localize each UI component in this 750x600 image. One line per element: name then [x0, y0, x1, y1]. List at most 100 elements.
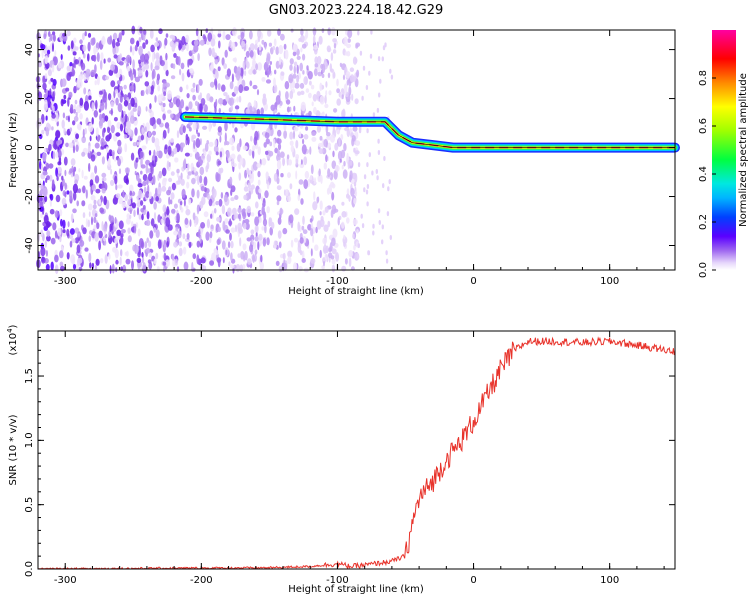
noise-speckle	[243, 86, 250, 91]
noise-speckle	[96, 47, 99, 53]
noise-speckle	[312, 234, 315, 244]
noise-speckle	[219, 151, 223, 158]
noise-speckle	[42, 152, 47, 162]
noise-speckle	[368, 152, 371, 158]
noise-speckle	[313, 177, 317, 185]
noise-speckle	[204, 142, 209, 152]
noise-speckle	[197, 175, 200, 186]
noise-speckle	[267, 29, 272, 37]
noise-speckle	[254, 130, 259, 141]
noise-speckle	[328, 90, 332, 96]
noise-speckle	[142, 262, 146, 272]
noise-speckle	[120, 233, 124, 238]
noise-speckle	[178, 43, 182, 51]
noise-speckle	[346, 79, 349, 86]
noise-speckle	[289, 90, 294, 100]
noise-speckle	[64, 169, 67, 177]
noise-speckle	[40, 44, 46, 50]
noise-speckle	[114, 248, 119, 259]
noise-speckle	[328, 247, 332, 253]
noise-speckle	[214, 58, 219, 65]
noise-speckle	[137, 69, 143, 77]
noise-speckle	[224, 49, 228, 58]
noise-speckle	[93, 45, 97, 55]
noise-speckle	[174, 157, 179, 163]
noise-speckle	[81, 136, 86, 144]
noise-speckle	[70, 104, 74, 112]
noise-speckle	[104, 115, 109, 122]
noise-speckle	[224, 218, 229, 224]
noise-speckle	[191, 261, 194, 271]
noise-speckle	[268, 42, 272, 47]
noise-speckle	[384, 42, 387, 48]
noise-speckle	[280, 71, 285, 76]
noise-speckle	[150, 164, 154, 175]
noise-speckle	[161, 186, 167, 192]
noise-speckle	[354, 98, 359, 105]
noise-speckle	[148, 108, 152, 114]
noise-speckle	[81, 200, 86, 207]
noise-speckle	[354, 150, 360, 155]
noise-speckle	[253, 241, 257, 250]
noise-speckle	[352, 233, 355, 239]
noise-speckle	[102, 128, 105, 138]
noise-speckle	[254, 216, 259, 226]
noise-speckle	[278, 265, 283, 273]
noise-speckle	[230, 197, 235, 202]
noise-speckle	[171, 208, 176, 214]
noise-speckle	[243, 194, 248, 200]
noise-speckle	[249, 43, 255, 52]
noise-speckle	[185, 43, 189, 52]
noise-speckle	[91, 184, 96, 192]
noise-speckle	[250, 229, 255, 235]
noise-speckle	[107, 126, 111, 134]
noise-speckle	[116, 229, 122, 236]
noise-speckle	[124, 143, 128, 153]
noise-speckle	[206, 153, 211, 163]
noise-speckle	[278, 241, 282, 249]
noise-speckle	[107, 36, 112, 45]
noise-speckle	[199, 103, 203, 112]
noise-speckle	[185, 205, 189, 210]
noise-speckle	[341, 211, 347, 218]
noise-speckle	[336, 98, 342, 106]
noise-speckle	[261, 205, 265, 216]
noise-speckle	[282, 227, 288, 235]
noise-speckle	[156, 118, 162, 125]
noise-speckle	[326, 45, 331, 53]
noise-speckle	[43, 33, 47, 40]
noise-speckle	[330, 52, 334, 62]
noise-speckle	[45, 177, 48, 183]
noise-speckle	[131, 202, 136, 209]
noise-speckle	[184, 217, 189, 225]
x-tick-label: -200	[190, 575, 213, 586]
noise-speckle	[294, 82, 300, 89]
noise-speckle	[69, 240, 73, 248]
noise-speckle	[357, 30, 360, 36]
y-tick-label: 1.0	[24, 432, 35, 448]
noise-speckle	[299, 82, 305, 89]
noise-speckle	[226, 68, 231, 77]
noise-speckle	[276, 195, 282, 202]
noise-speckle	[378, 220, 381, 225]
noise-speckle	[346, 152, 349, 163]
y-tick-label: 0.0	[24, 561, 35, 577]
noise-speckle	[163, 178, 168, 182]
noise-speckle	[212, 52, 218, 58]
noise-speckle	[167, 90, 172, 100]
noise-speckle	[277, 217, 282, 225]
noise-speckle	[319, 249, 322, 259]
noise-speckle	[84, 247, 89, 252]
noise-speckle	[327, 27, 332, 36]
noise-speckle	[122, 110, 126, 116]
noise-speckle	[150, 62, 153, 71]
noise-speckle	[144, 81, 150, 87]
noise-speckle	[76, 200, 79, 207]
noise-speckle	[231, 145, 235, 151]
noise-speckle	[82, 128, 85, 139]
noise-speckle	[39, 197, 43, 202]
noise-speckle	[342, 74, 346, 81]
noise-speckle	[118, 220, 124, 230]
noise-speckle	[250, 184, 255, 190]
noise-speckle	[318, 148, 324, 155]
